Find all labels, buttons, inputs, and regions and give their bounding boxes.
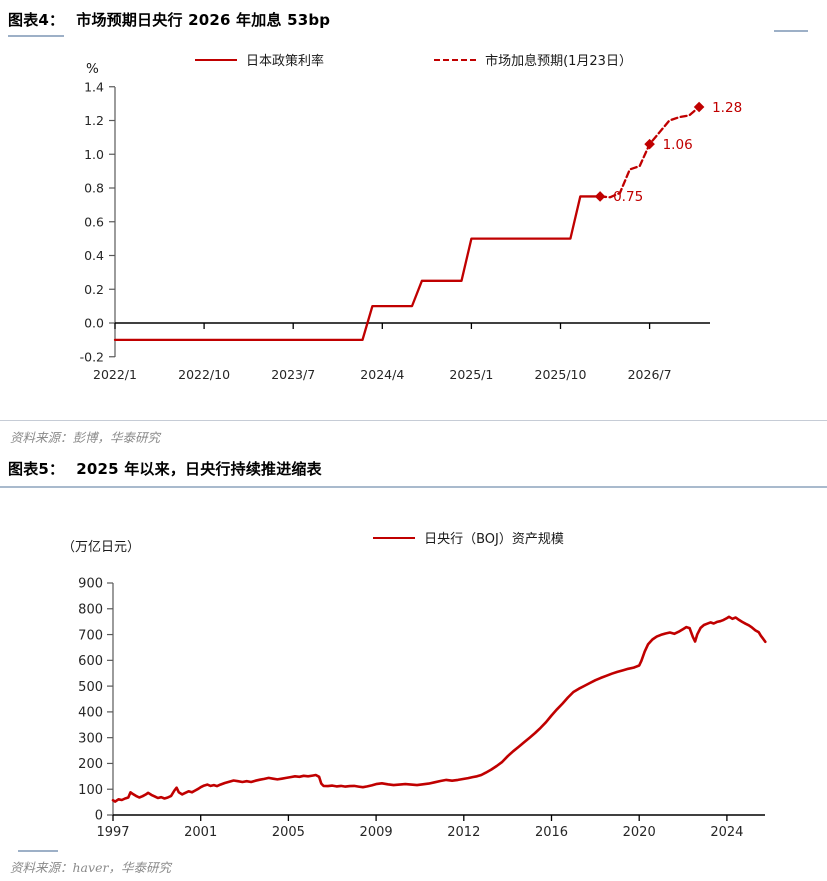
x-tick-label: 2024/4 bbox=[360, 367, 404, 382]
x-tick-label: 2024 bbox=[710, 825, 743, 840]
x-tick-label: 2020 bbox=[623, 825, 656, 840]
x-tick-label: 2012 bbox=[447, 825, 480, 840]
x-tick-label: 2009 bbox=[360, 825, 393, 840]
x-tick-label: 2025/10 bbox=[535, 367, 587, 382]
solid-line-swatch bbox=[373, 536, 416, 539]
x-tick-label: 2022/10 bbox=[178, 367, 230, 382]
dashed-line-swatch bbox=[434, 58, 477, 61]
figure-5-legend: 日央行（BOJ）资产规模 bbox=[0, 528, 827, 547]
y-tick-label: 200 bbox=[78, 757, 103, 772]
y-tick-label: 300 bbox=[78, 731, 103, 746]
legend-label-boj-assets: 日央行（BOJ）资产规模 bbox=[424, 532, 564, 547]
x-tick-label: 2016 bbox=[535, 825, 568, 840]
marker-diamond bbox=[644, 138, 655, 150]
x-tick-label: 2001 bbox=[184, 825, 217, 840]
figure-5-source: 资料来源：haver，华泰研究 bbox=[10, 860, 171, 875]
figure-4-title: 市场预期日央行 2026 年加息 53bp bbox=[76, 11, 331, 29]
y-tick-label: 1.2 bbox=[84, 113, 104, 128]
y-tick-label: 100 bbox=[78, 783, 103, 798]
y-tick-label: 1.4 bbox=[84, 79, 104, 94]
figure-4-tag: 图表4： bbox=[8, 9, 65, 37]
legend-item-market-expectation: 市场加息预期(1月23日） bbox=[434, 50, 632, 69]
marker-diamond bbox=[693, 101, 705, 113]
section-divider bbox=[0, 420, 827, 421]
figure-5-unit-label: （万亿日元） bbox=[62, 540, 141, 555]
legend-item-policy-rate: 日本政策利率 bbox=[195, 50, 324, 69]
x-tick-label: 2022/1 bbox=[93, 367, 137, 382]
y-tick-label: 600 bbox=[78, 654, 103, 669]
figure-5-title: 2025 年以来，日央行持续推进缩表 bbox=[76, 460, 322, 478]
figure-4-header: 图表4： 市场预期日央行 2026 年加息 53bp bbox=[0, 9, 330, 37]
y-tick-label: 900 bbox=[78, 577, 103, 592]
x-tick-label: 2023/7 bbox=[271, 367, 315, 382]
x-tick-label: 2026/7 bbox=[628, 367, 672, 382]
figure-5-tag: 图表5： bbox=[8, 460, 65, 478]
policy-rate-line bbox=[113, 195, 602, 342]
y-tick-label: 0.2 bbox=[84, 282, 104, 297]
top-right-rule-stub bbox=[774, 30, 808, 32]
y-tick-label: 0.4 bbox=[84, 248, 104, 263]
y-tick-label: 500 bbox=[78, 680, 103, 695]
figure-4-unit-label: % bbox=[86, 61, 99, 77]
marker-label: 1.06 bbox=[663, 137, 693, 153]
y-tick-label: 400 bbox=[78, 706, 103, 721]
figure-5-header: 图表5： 2025 年以来，日央行持续推进缩表 bbox=[0, 458, 827, 488]
x-tick-label: 2005 bbox=[272, 825, 305, 840]
x-tick-label: 1997 bbox=[96, 825, 129, 840]
boj-assets-line bbox=[111, 615, 767, 803]
y-tick-label: 800 bbox=[78, 602, 103, 617]
y-tick-label: 1.0 bbox=[84, 147, 104, 162]
legend-label-policy-rate: 日本政策利率 bbox=[246, 54, 325, 69]
y-tick-label: -0.2 bbox=[80, 349, 104, 364]
policy-rate-chart: 1.4 1.2 1.0 0.8 0.6 0.4 0.2 0.0 -0.2 2022/1 2022/1… bbox=[80, 79, 743, 382]
y-tick-label: 0.0 bbox=[84, 316, 104, 331]
marker-diamond bbox=[594, 191, 606, 202]
legend-label-market-expectation: 市场加息预期(1月23日） bbox=[485, 54, 632, 69]
marker-label: 0.75 bbox=[613, 189, 643, 205]
y-tick-label: 0 bbox=[95, 809, 103, 824]
figure-4-source: 资料来源：彭博，华泰研究 bbox=[10, 430, 161, 445]
figure-4-legend: 日本政策利率 市场加息预期(1月23日） bbox=[0, 50, 827, 69]
y-tick-label: 0.8 bbox=[84, 181, 104, 196]
legend-item-boj-assets: 日央行（BOJ）资产规模 bbox=[373, 528, 564, 547]
y-tick-label: 0.6 bbox=[84, 214, 104, 229]
marker-label: 1.28 bbox=[712, 100, 742, 116]
source-rule-stub bbox=[18, 850, 58, 852]
y-tick-label: 700 bbox=[78, 628, 103, 643]
x-tick-label: 2025/1 bbox=[449, 367, 493, 382]
solid-line-swatch bbox=[195, 58, 238, 61]
